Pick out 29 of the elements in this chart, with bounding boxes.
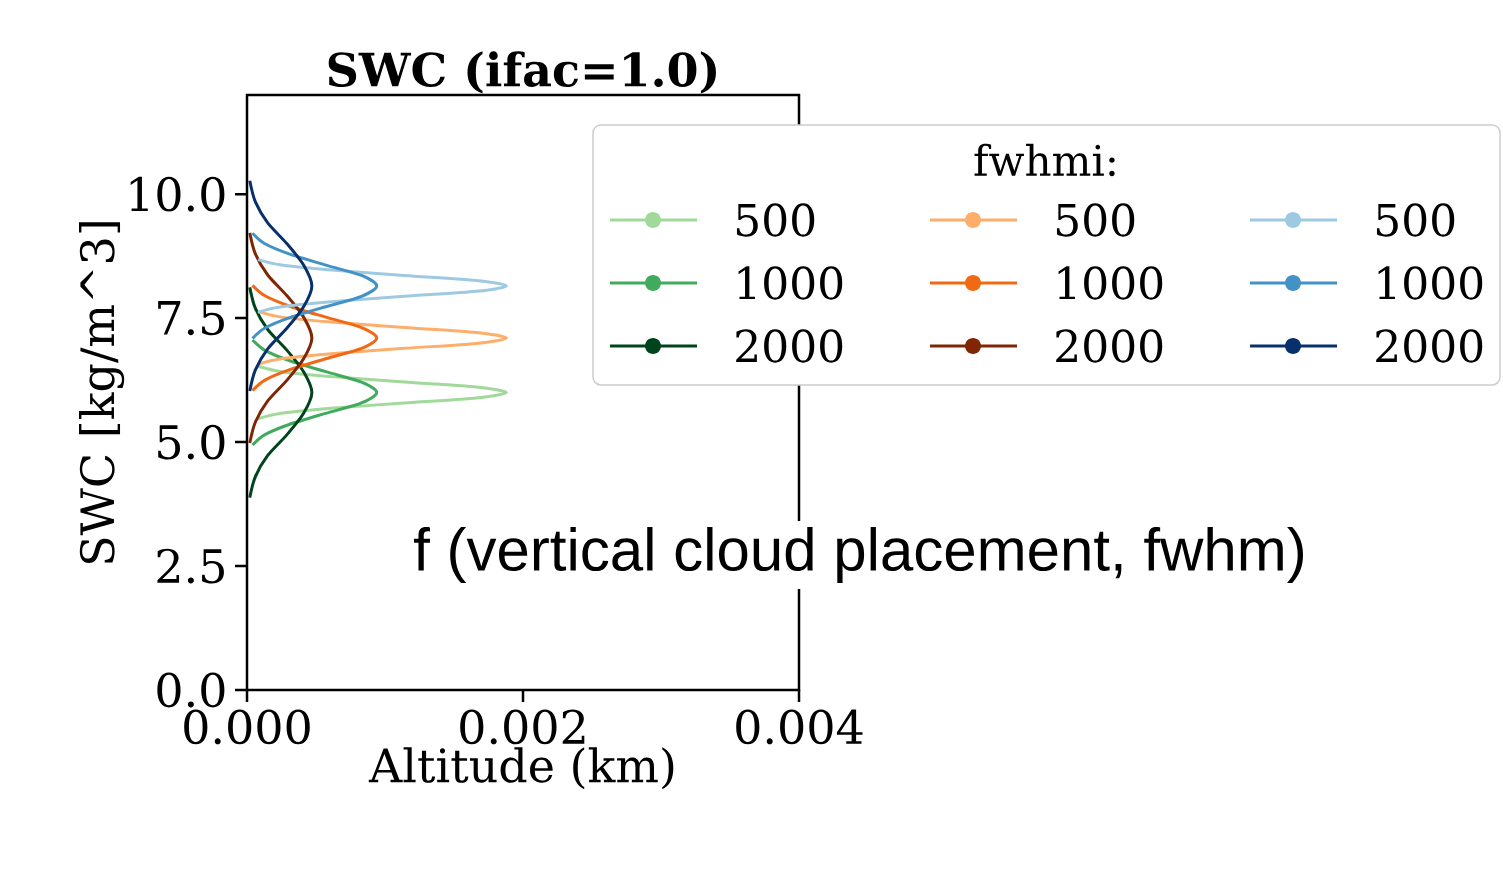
x-tick-label: 0.000	[184, 709, 310, 745]
y-tick-label: 5.0	[158, 424, 225, 460]
x-tick-label: 0.004	[736, 709, 863, 745]
legend-label: 1000	[738, 266, 843, 300]
line-series	[248, 285, 314, 500]
legend-label: 2000	[1056, 329, 1163, 363]
legend-label: 1000	[1058, 266, 1163, 300]
x-axis-title: Altitude (km)	[368, 747, 674, 790]
legend-label: 500	[736, 203, 815, 237]
line-series	[251, 231, 379, 340]
chart-title: SWC (ifac=1.0)	[328, 51, 716, 94]
line-series	[256, 364, 508, 421]
y-tick-label: 0.0	[157, 672, 225, 708]
legend-label: 2000	[736, 329, 843, 363]
line-series	[248, 179, 314, 393]
y-tick-label: 7.5	[158, 301, 224, 336]
x-tick-label: 0.002	[460, 709, 585, 745]
y-tick-label: 2.5	[157, 548, 224, 584]
legend-label: 500	[1376, 203, 1455, 237]
legend-label: 1000	[1378, 266, 1483, 300]
line-series	[251, 283, 379, 393]
y-axis-title: SWC [kg/m^3]	[79, 222, 125, 564]
annotation: f (vertical cloud placement, fwhm)	[414, 527, 1303, 583]
y-tick-label: 10.0	[130, 176, 225, 212]
legend-title: fwhmi:	[974, 143, 1115, 177]
line-series	[256, 258, 508, 314]
line-series	[248, 231, 314, 445]
legend-label: 2000	[1376, 329, 1483, 363]
legend-label: 500	[1056, 203, 1135, 237]
